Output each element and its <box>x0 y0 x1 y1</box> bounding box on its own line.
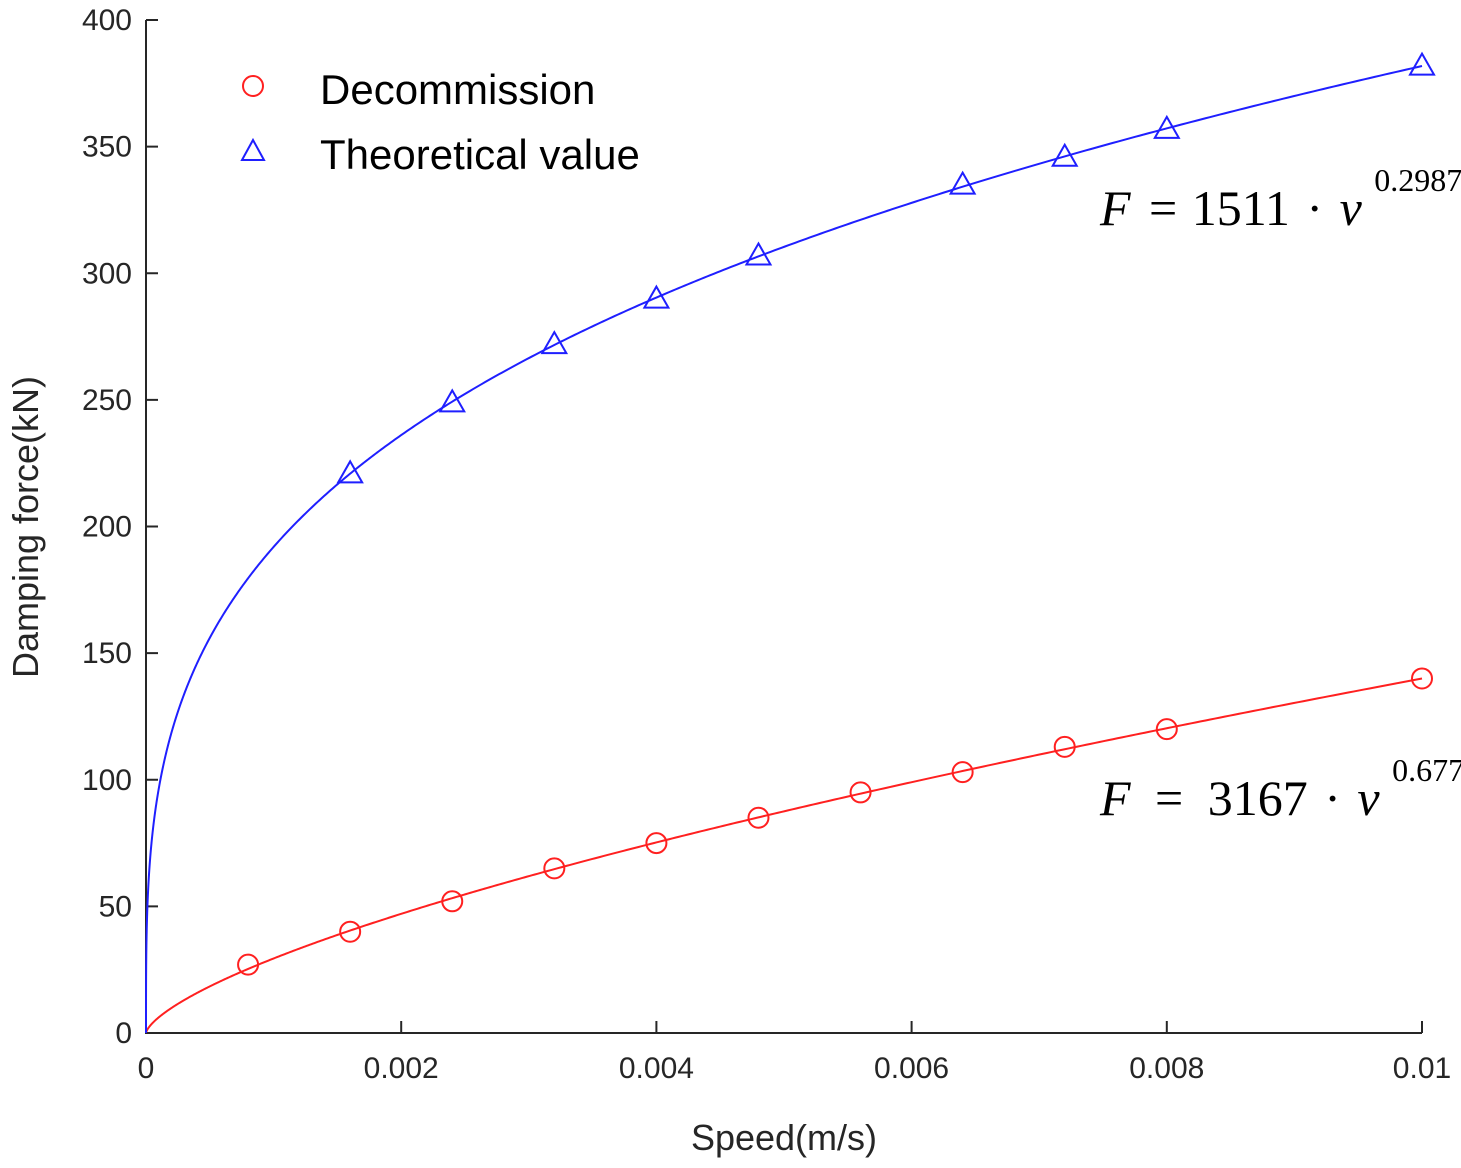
y-tick-label: 350 <box>82 131 132 164</box>
y-tick-label: 50 <box>99 890 132 923</box>
data-point-decommission <box>543 857 566 880</box>
data-point-theoretical-value <box>744 241 773 266</box>
data-point-theoretical-value <box>1050 142 1079 167</box>
eq-decommission-dot: · <box>1324 770 1341 826</box>
data-point-decommission <box>339 920 362 943</box>
y-axis-title: Damping force(kN) <box>5 376 46 678</box>
data-point-decommission <box>237 953 260 976</box>
eq-decommission-equals: = <box>1155 770 1183 826</box>
axes: 0 0.002 0.004 0.006 0.008 0.01 0 50 100 150 200 250… <box>82 4 1451 1085</box>
eq-decommission-lhs: F <box>1099 770 1131 826</box>
eq-theoretical-lhs: F <box>1099 180 1131 236</box>
eq-theoretical-var: v <box>1340 180 1363 236</box>
data-point-theoretical-value <box>1408 51 1436 76</box>
data-point-decommission <box>747 806 770 829</box>
legend-label-decommission: Decommission <box>320 66 595 113</box>
data-point-decommission <box>849 781 872 804</box>
eq-theoretical-exp: 0.2987 <box>1374 162 1461 198</box>
data-point-theoretical-value <box>438 388 466 413</box>
data-point-decommission <box>1053 735 1076 758</box>
markers <box>237 51 1436 976</box>
equation-decommission-text: F = 3167 · v 0.6773 <box>1099 752 1461 826</box>
fit-lines <box>145 65 1423 1034</box>
data-point-theoretical-value <box>1153 114 1181 139</box>
data-point-theoretical-value <box>336 459 364 484</box>
eq-decommission-coef: 3167 <box>1208 770 1308 826</box>
equation-theoretical-text: F = 1511 · v 0.2987 <box>1099 162 1461 236</box>
x-tick-label: 0.006 <box>874 1052 949 1085</box>
eq-theoretical-equals: = <box>1149 180 1177 236</box>
data-point-decommission <box>1155 718 1178 741</box>
eq-theoretical-dot: · <box>1306 180 1323 236</box>
y-tick-label: 300 <box>82 257 132 290</box>
x-tick-label: 0 <box>138 1052 155 1085</box>
eq-theoretical-coef: 1511 <box>1192 180 1290 236</box>
legend: Decommission Theoretical value <box>240 66 640 178</box>
x-tick-label: 0.002 <box>364 1052 439 1085</box>
fit-line-decommission <box>145 677 1423 1034</box>
y-tick-label: 200 <box>82 511 132 544</box>
eq-decommission-var: v <box>1357 770 1380 826</box>
y-tick-label: 0 <box>115 1017 132 1050</box>
data-point-theoretical-value <box>540 330 569 355</box>
legend-label-theoretical: Theoretical value <box>320 131 640 178</box>
x-tick-label: 0.01 <box>1393 1052 1451 1085</box>
x-tick-label: 0.004 <box>619 1052 694 1085</box>
data-point-theoretical-value <box>642 284 671 309</box>
equation-decommission: F = 3167 · v 0.6773 <box>1099 752 1461 826</box>
y-tick-label: 100 <box>82 764 132 797</box>
fit-line-theoretical-value <box>145 65 1423 1033</box>
y-tick-label: 150 <box>82 637 132 670</box>
x-axis-title: Speed(m/s) <box>691 1117 877 1158</box>
x-tick-label: 0.008 <box>1129 1052 1204 1085</box>
y-tick-label: 250 <box>82 384 132 417</box>
data-point-decommission <box>1411 667 1433 690</box>
data-point-decommission <box>645 832 668 855</box>
y-tick-label: 400 <box>82 4 132 37</box>
legend-triangle-marker <box>240 137 266 161</box>
equation-theoretical: F = 1511 · v 0.2987 <box>1099 162 1461 236</box>
data-point-decommission <box>441 890 464 913</box>
eq-decommission-exp: 0.6773 <box>1392 752 1461 788</box>
data-point-decommission <box>951 761 974 784</box>
legend-circle-marker <box>242 75 264 97</box>
data-point-theoretical-value <box>948 170 977 195</box>
